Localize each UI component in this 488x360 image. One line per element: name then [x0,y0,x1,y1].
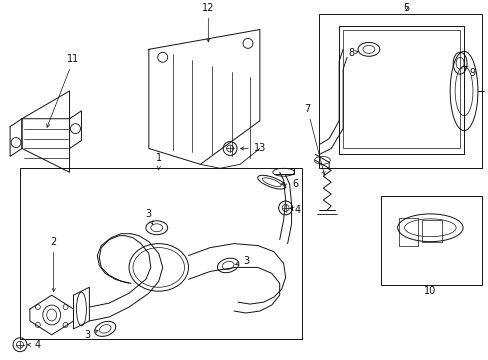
Text: 13: 13 [240,144,265,153]
Bar [398,218,418,246]
Text: 5: 5 [403,3,409,13]
Bar [20,168,302,339]
Bar [422,220,441,242]
Bar [339,26,463,154]
Text: 4: 4 [290,205,300,215]
Text: 1: 1 [155,153,162,170]
Text: 4: 4 [27,340,41,350]
Text: 3: 3 [84,330,98,340]
Text: 6: 6 [281,179,298,189]
Text: 3: 3 [235,256,248,266]
Text: 8: 8 [347,48,358,58]
Text: 11: 11 [47,54,80,127]
Text: 7: 7 [304,104,325,175]
Bar [380,196,481,285]
Text: 10: 10 [424,286,436,296]
Text: 2: 2 [50,237,57,292]
Text: 12: 12 [202,3,214,42]
Bar [319,14,481,168]
Text: 3: 3 [145,209,153,224]
Bar [343,30,459,148]
Text: 9: 9 [463,65,474,78]
